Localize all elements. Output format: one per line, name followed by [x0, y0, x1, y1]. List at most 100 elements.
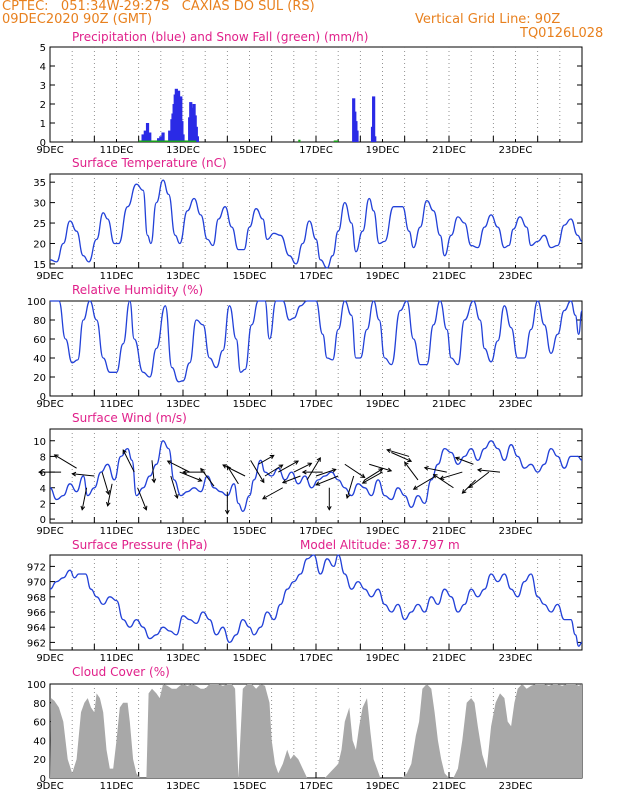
precip-bar	[141, 134, 145, 142]
x-tick-label: 19DEC	[366, 781, 400, 792]
wind-arrow	[101, 471, 110, 495]
wind-arrow-head	[182, 469, 187, 475]
wind-arrow	[293, 462, 312, 473]
x-tick-label: 13DEC	[166, 781, 200, 792]
y-tick-label: 970	[27, 578, 46, 589]
x-tick-label: 17DEC	[299, 526, 333, 537]
x-tick-label: 15DEC	[233, 271, 267, 282]
x-tick-label: 13DEC	[166, 399, 200, 410]
x-tick-label: 21DEC	[432, 526, 466, 537]
precip-bar	[180, 121, 184, 142]
wind-arrow-head	[105, 501, 111, 507]
x-tick-label: 15DEC	[233, 399, 267, 410]
wind-arrow	[369, 463, 392, 472]
y-tick-label: 100	[27, 297, 46, 308]
y-tick-label: 0	[40, 515, 46, 526]
wind-arrow-head	[200, 467, 205, 473]
x-tick-label: 9DEC	[36, 781, 63, 792]
wind-arrow-head	[326, 505, 332, 511]
y-tick-label: 80	[33, 316, 46, 327]
y-tick-label: 60	[33, 335, 46, 346]
wind-arrow	[81, 487, 88, 510]
precip-bar	[159, 136, 163, 142]
x-tick-label: 11DEC	[100, 271, 134, 282]
y-tick-label: 40	[33, 354, 46, 365]
wind-arrow	[440, 471, 463, 480]
wind-arrow-head	[412, 485, 418, 490]
run-date: 09DEC2020 90Z (GMT)	[2, 12, 153, 27]
title-pres: Surface Pressure (hPa)	[72, 538, 208, 552]
y-tick-label: 15	[33, 260, 46, 271]
x-tick-label: 15DEC	[233, 526, 267, 537]
wind-arrow-head	[294, 460, 300, 465]
x-tick-label: 21DEC	[432, 145, 466, 156]
x-tick-label: 11DEC	[100, 145, 134, 156]
y-tick-label: 964	[27, 623, 46, 634]
wind-arrow-head	[166, 460, 172, 465]
snow-bar	[298, 139, 301, 142]
x-tick-label: 17DEC	[299, 271, 333, 282]
y-tick-label: 80	[33, 699, 46, 710]
precip-bar	[355, 130, 359, 142]
precip-bar	[168, 130, 172, 142]
x-tick-label: 19DEC	[366, 271, 400, 282]
y-tick-label: 968	[27, 593, 46, 604]
y-tick-label: 20	[33, 239, 46, 250]
y-tick-label: 35	[33, 178, 46, 189]
model-code: TQ0126L028	[520, 26, 604, 41]
x-tick-label: 13DEC	[166, 145, 200, 156]
y-tick-label: 25	[33, 219, 46, 230]
y-tick-label: 2	[40, 100, 46, 111]
precip-bar	[372, 96, 376, 142]
x-tick-label: 17DEC	[299, 653, 333, 664]
y-tick-label: 962	[27, 638, 46, 649]
y-tick-label: 0	[40, 392, 46, 403]
x-tick-label: 19DEC	[366, 145, 400, 156]
wind-arrow-head	[197, 477, 203, 482]
precip-bar	[181, 134, 185, 142]
precip-bar	[145, 123, 150, 142]
y-tick-label: 20	[33, 373, 46, 384]
wind-arrow	[306, 457, 321, 481]
precip-bar	[194, 126, 198, 142]
wind-arrow	[278, 460, 299, 473]
wind-arrow-head	[281, 479, 287, 484]
x-tick-label: 17DEC	[299, 781, 333, 792]
y-tick-label: 0	[40, 774, 46, 785]
wind-arrow-head	[269, 454, 275, 460]
y-tick-label: 10	[33, 437, 46, 448]
wind-arrow	[315, 468, 336, 477]
wind-arrow-head	[407, 457, 413, 463]
wind-arrow	[468, 471, 490, 488]
wind-arrow-head	[360, 473, 366, 479]
series-line-pres	[49, 554, 583, 647]
precip-bar	[161, 132, 165, 142]
x-tick-label: 21DEC	[432, 653, 466, 664]
wind-arrow	[258, 455, 275, 465]
wind-arrow-head	[71, 471, 77, 477]
wind-arrow	[72, 473, 95, 477]
wind-arrow	[315, 475, 339, 486]
y-tick-label: 2	[40, 499, 46, 510]
title-temp: Surface Temperature (nC)	[72, 156, 227, 170]
x-tick-label: 21DEC	[432, 271, 466, 282]
x-tick-label: 15DEC	[233, 781, 267, 792]
wind-arrow-head	[461, 489, 467, 494]
x-tick-label: 13DEC	[166, 271, 200, 282]
wind-arrow-head	[315, 481, 321, 486]
wind-arrow	[179, 471, 202, 482]
x-tick-label: 23DEC	[499, 653, 533, 664]
precip-bar	[157, 138, 161, 142]
model-altitude: Model Altitude: 387.797 m	[300, 538, 460, 552]
wind-arrow	[413, 475, 436, 490]
wind-arrow-head	[53, 454, 59, 459]
title-wind: Surface Wind (m/s)	[72, 411, 187, 425]
x-tick-label: 19DEC	[366, 526, 400, 537]
wind-arrow-head	[80, 505, 86, 511]
wind-arrow-head	[387, 467, 393, 473]
precip-bar	[143, 130, 147, 142]
x-tick-label: 23DEC	[499, 399, 533, 410]
wind-arrow	[226, 465, 239, 485]
station-header: CPTEC: 051:34W-29:27S CAXIAS DO SUL (RS)	[2, 0, 315, 14]
